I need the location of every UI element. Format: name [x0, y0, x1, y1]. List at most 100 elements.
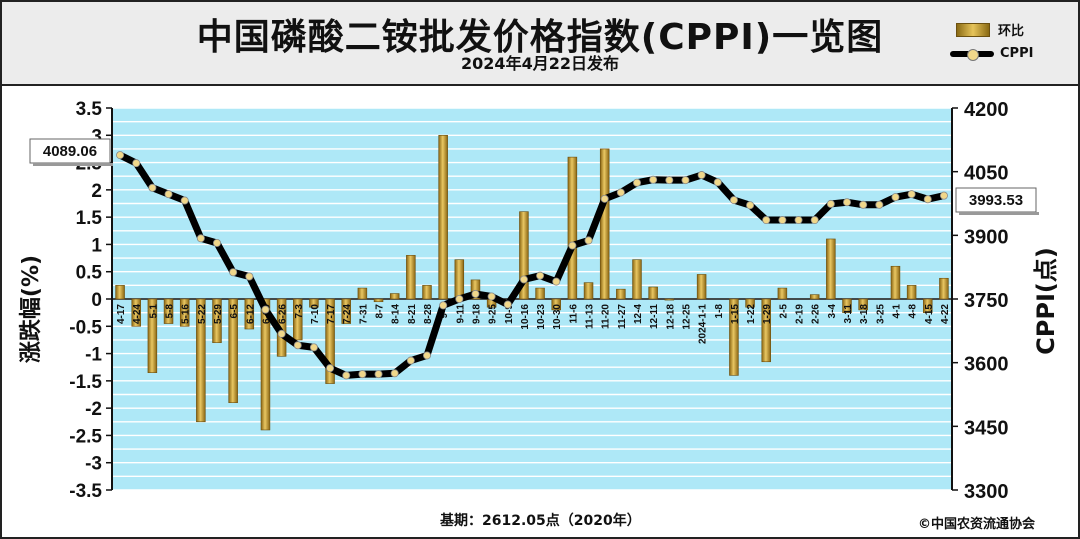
bar — [906, 285, 917, 300]
bar — [696, 274, 707, 300]
cppi-point — [826, 199, 835, 208]
copyright-text: ©中国农资流通协会 — [918, 517, 1036, 532]
cppi-point — [148, 183, 157, 192]
cppi-point — [164, 190, 173, 199]
x-tick-label: 4-1 — [891, 304, 902, 319]
x-tick-label: 1-15 — [730, 304, 741, 324]
cppi-point — [568, 241, 577, 250]
bar — [406, 255, 416, 300]
bar — [616, 288, 626, 300]
release-date: 2024年4月22日发布 — [461, 54, 619, 73]
bar — [648, 286, 658, 300]
x-tick-label: 4-24 — [132, 304, 143, 324]
x-tick-label: 3-11 — [843, 304, 854, 324]
cppi-point — [455, 294, 464, 303]
x-tick-label: 7-10 — [310, 304, 321, 324]
right-tick-label: 4200 — [964, 99, 1009, 121]
cppi-point — [245, 272, 254, 281]
base-period-note: 基期：2612.05点（2020年） — [440, 513, 641, 529]
right-tick-label: 3300 — [964, 481, 1009, 503]
bar — [519, 211, 529, 300]
bar — [309, 298, 319, 308]
cppi-point — [422, 351, 431, 360]
left-tick-label: 1.5 — [76, 208, 103, 229]
left-tick-label: 3.5 — [76, 99, 103, 120]
cppi-point — [326, 364, 335, 373]
bar — [567, 156, 578, 300]
cppi-point — [180, 196, 189, 205]
bar — [438, 134, 448, 300]
cppi-point — [471, 289, 480, 298]
bar — [890, 265, 901, 300]
left-tick-label: -2 — [85, 399, 102, 420]
bar — [809, 294, 820, 300]
cppi-point — [600, 194, 609, 203]
bar — [163, 298, 174, 324]
cppi-point — [810, 216, 819, 225]
x-tick-label: 12-11 — [649, 304, 660, 329]
x-tick-label: 2024-1-1 — [698, 304, 709, 344]
x-tick-label: 8-21 — [407, 304, 418, 324]
bar — [632, 259, 642, 300]
cppi-point — [713, 178, 722, 187]
cppi-point — [536, 271, 545, 280]
bar — [115, 285, 125, 300]
first-value-callout-label: 4089.06 — [43, 143, 97, 160]
cppi-point — [649, 175, 658, 184]
cppi-point — [116, 151, 125, 160]
cppi-point — [519, 275, 528, 284]
x-tick-label: 6-26 — [278, 304, 289, 324]
left-tick-label: -3.5 — [69, 481, 102, 502]
x-tick-label: 4-22 — [940, 304, 951, 324]
x-tick-label: 9-18 — [471, 304, 482, 324]
x-tick-label: 7-17 — [326, 304, 337, 324]
x-tick-label: 10-9 — [504, 304, 515, 324]
cppi-point — [891, 193, 900, 202]
bar — [179, 298, 190, 327]
right-tick-label: 3600 — [964, 354, 1009, 376]
bar — [389, 293, 400, 300]
cppi-point — [665, 176, 674, 185]
x-tick-label: 8-14 — [391, 304, 402, 324]
bar — [212, 298, 222, 343]
chart-header: 中国磷酸二铵批发价格指数(CPPI)一览图 2024年4月22日发布 环比 CP… — [2, 2, 1078, 86]
x-tick-label: 4-15 — [924, 304, 935, 324]
bar — [131, 298, 141, 327]
cppi-point — [697, 171, 706, 180]
cppi-point — [261, 305, 270, 314]
bar — [454, 259, 465, 300]
x-tick-label: 7-24 — [342, 304, 353, 324]
x-tick-label: 11-13 — [585, 304, 596, 329]
bar — [599, 148, 610, 300]
cppi-point — [229, 268, 238, 277]
x-tick-label: 1-29 — [762, 304, 773, 324]
left-tick-label: -2.5 — [69, 426, 102, 447]
left-tick-label: 0 — [91, 290, 102, 311]
cppi-point — [584, 236, 593, 245]
x-tick-label: 5-22 — [197, 304, 208, 324]
cppi-point — [859, 200, 868, 209]
x-tick-label: 1-8 — [714, 304, 725, 319]
bar — [422, 285, 432, 300]
cppi-point — [633, 178, 642, 187]
cppi-point — [503, 300, 512, 309]
x-tick-label: 8-7 — [375, 304, 386, 319]
cppi-point — [778, 216, 787, 225]
cppi-point — [907, 190, 916, 199]
last-value-callout-shadow — [959, 212, 1039, 215]
legend: 环比 CPPI — [950, 16, 1070, 70]
left-tick-label: 3 — [91, 126, 102, 147]
cppi-point — [939, 191, 948, 200]
x-tick-label: 4-17 — [116, 304, 127, 324]
x-tick-label: 3-4 — [827, 304, 838, 319]
x-tick-label: 6-12 — [245, 304, 256, 324]
bar — [357, 287, 368, 300]
left-tick-label: 1 — [91, 235, 102, 256]
bar — [761, 298, 771, 363]
bar — [729, 298, 739, 376]
bar — [583, 282, 594, 300]
x-tick-label: 9-25 — [488, 304, 499, 324]
x-tick-label: 10-23 — [536, 304, 547, 330]
bar — [842, 298, 852, 313]
